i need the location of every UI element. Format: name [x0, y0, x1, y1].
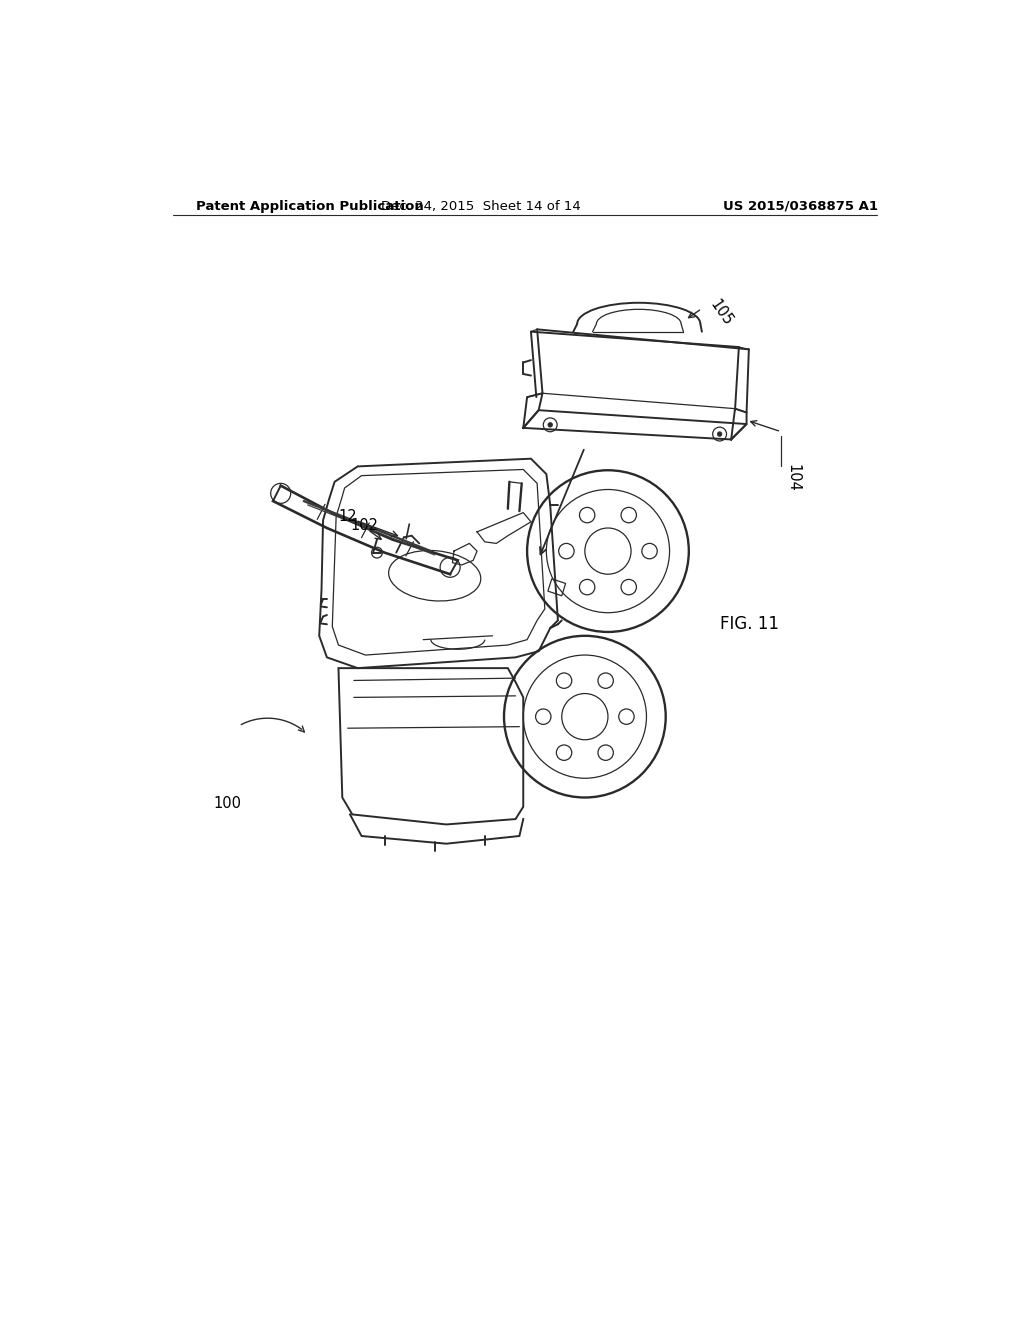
Text: 100: 100	[214, 796, 242, 812]
Circle shape	[717, 432, 722, 437]
Text: Dec. 24, 2015  Sheet 14 of 14: Dec. 24, 2015 Sheet 14 of 14	[381, 199, 581, 213]
Text: Patent Application Publication: Patent Application Publication	[196, 199, 424, 213]
Text: FIG. 11: FIG. 11	[720, 615, 778, 634]
Text: 105: 105	[707, 297, 735, 329]
Text: 104: 104	[785, 465, 801, 492]
Text: 102: 102	[350, 519, 378, 533]
Text: US 2015/0368875 A1: US 2015/0368875 A1	[723, 199, 878, 213]
Circle shape	[548, 422, 553, 428]
Text: 12: 12	[339, 510, 357, 524]
